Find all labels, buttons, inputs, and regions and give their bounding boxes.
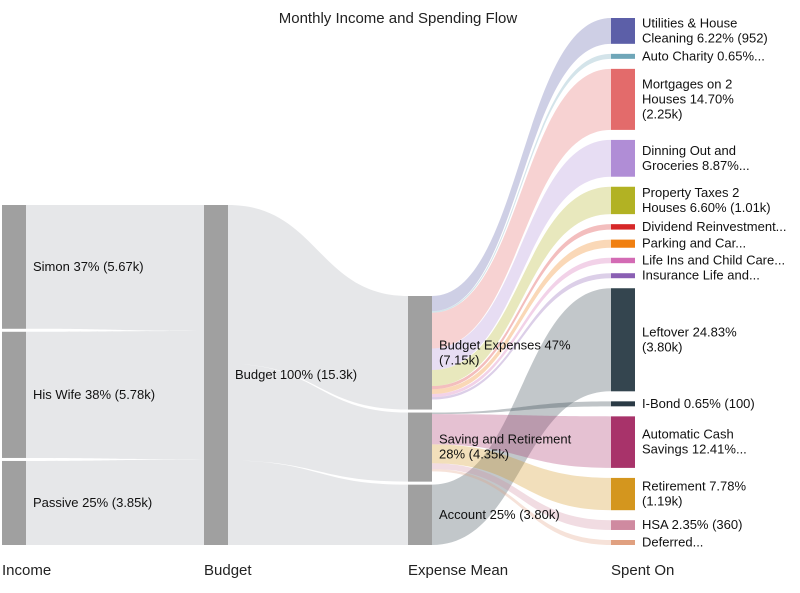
node-deferred (611, 540, 635, 545)
flow-nodes (2, 18, 635, 545)
node-label-charity: Auto Charity 0.65%... (642, 48, 765, 63)
column-label: Income (2, 562, 51, 579)
node-saving (408, 412, 432, 482)
node-label-property: Property Taxes 2 Houses 6.60% (1.01k) (642, 185, 771, 215)
node-simon (2, 205, 26, 329)
node-hsa (611, 520, 635, 530)
node-leftover (611, 288, 635, 392)
node-label-budget_exp: Budget Expenses 47% (7.15k) (439, 337, 571, 367)
node-autocash (611, 416, 635, 468)
node-ibond (611, 401, 635, 407)
flow-link-saving-ibond (432, 401, 611, 415)
flow-link-wife-budget (26, 331, 204, 460)
node-label-insurance: Insurance Life and... (642, 268, 760, 283)
flow-link-budget_exp-charity (432, 53, 611, 313)
node-label-utilities: Utilities & House Cleaning 6.22% (952) (642, 15, 768, 45)
node-wife (2, 331, 26, 458)
flow-link-account-leftover (432, 288, 611, 545)
column-label: Spent On (611, 562, 674, 579)
node-label-simon: Simon 37% (5.67k) (33, 259, 144, 274)
node-utilities (611, 18, 635, 44)
node-label-ibond: I-Bond 0.65% (100) (642, 396, 755, 411)
column-label: Expense Mean (408, 562, 508, 579)
flow-link-budget-account (228, 460, 408, 545)
node-account (408, 484, 432, 545)
node-charity (611, 53, 635, 59)
node-label-account: Account 25% (3.80k) (439, 507, 560, 522)
node-label-autocash: Automatic Cash Savings 12.41%... (642, 427, 747, 457)
node-label-deferred: Deferred... (642, 535, 703, 550)
node-dividend (611, 224, 635, 230)
node-budget (204, 205, 228, 545)
node-label-lifeins: Life Ins and Child Care... (642, 252, 785, 267)
flow-link-simon-budget (26, 205, 204, 331)
flow-link-saving-deferred (432, 468, 611, 545)
node-label-parking: Parking and Car... (642, 236, 746, 251)
flow-link-budget_exp-dining (432, 139, 611, 370)
flow-link-passive-budget (26, 459, 204, 545)
flow-link-saving-hsa (432, 463, 611, 530)
node-parking (611, 239, 635, 248)
node-property (611, 186, 635, 215)
flow-link-budget-budget_exp (228, 205, 408, 410)
flow-link-saving-autocash (432, 414, 611, 468)
flow-link-budget_exp-lifeins (432, 257, 611, 398)
node-label-budget: Budget 100% (15.3k) (235, 367, 357, 382)
node-retirement (611, 477, 635, 511)
node-label-retirement: Retirement 7.78% (1.19k) (642, 479, 746, 509)
node-dining (611, 139, 635, 177)
node-label-dividend: Dividend Reinvestment... (642, 219, 787, 234)
flow-links (26, 18, 611, 545)
flow-link-budget_exp-property (432, 186, 611, 387)
node-lifeins (611, 257, 635, 264)
flow-link-budget_exp-mortgage (432, 68, 611, 349)
node-label-leftover: Leftover 24.83% (3.80k) (642, 324, 737, 354)
flow-link-budget-saving (228, 363, 408, 482)
node-mortgage (611, 68, 635, 130)
node-labels: Simon 37% (5.67k) His Wife 38% (5.78k) Pas… (33, 15, 787, 549)
node-label-dining: Dinning Out and Groceries 8.87%... (642, 143, 750, 173)
node-label-saving: Saving and Retirement 28% (4.35k) (439, 432, 572, 462)
flow-link-budget_exp-insurance (432, 273, 611, 400)
column-labels: Income Budget Expense Mean Spent On (2, 562, 674, 579)
column-label: Budget (204, 562, 252, 579)
flow-link-budget_exp-parking (432, 239, 611, 394)
flow-link-budget_exp-utilities (432, 18, 611, 312)
chart-title: Monthly Income and Spending Flow (279, 10, 518, 27)
node-label-wife: His Wife 38% (5.78k) (33, 387, 155, 402)
node-label-mortgage: Mortgages on 2 Houses 14.70% (2.25k) (642, 76, 734, 121)
flow-link-budget_exp-dividend (432, 224, 611, 390)
node-budget_exp (408, 296, 432, 410)
node-label-passive: Passive 25% (3.85k) (33, 495, 152, 510)
node-insurance (611, 273, 635, 279)
node-passive (2, 460, 26, 545)
flow-link-saving-retirement (432, 444, 611, 511)
node-label-hsa: HSA 2.35% (360) (642, 517, 742, 532)
